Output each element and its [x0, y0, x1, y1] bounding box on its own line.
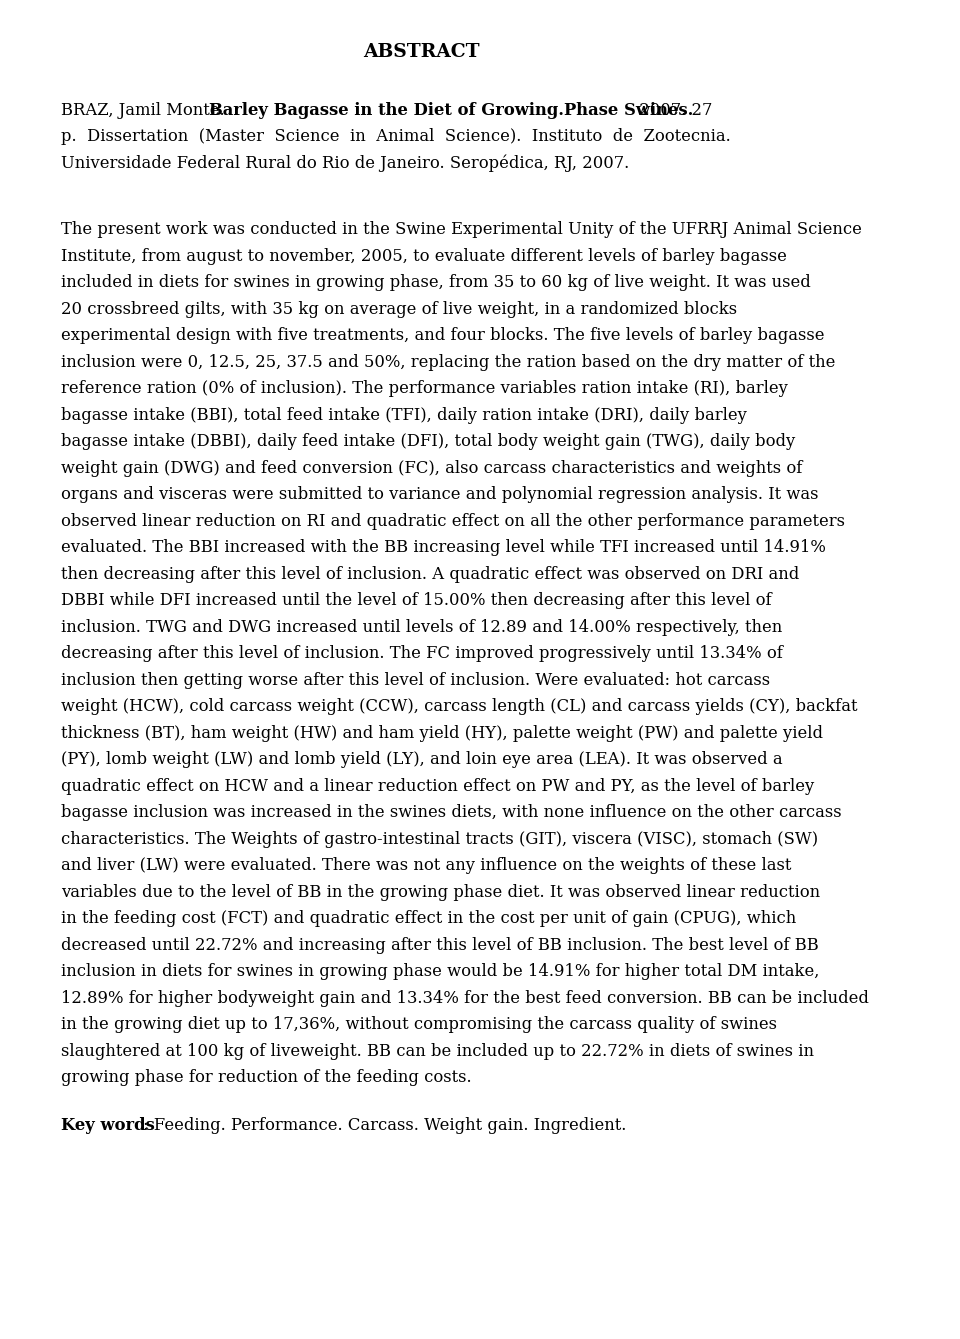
Text: evaluated. The BBI increased with the BB increasing level while TFI increased un: evaluated. The BBI increased with the BB…: [60, 540, 826, 556]
Text: quadratic effect on HCW and a linear reduction effect on PW and PY, as the level: quadratic effect on HCW and a linear red…: [60, 778, 814, 795]
Text: 12.89% for higher bodyweight gain and 13.34% for the best feed conversion. BB ca: 12.89% for higher bodyweight gain and 13…: [60, 990, 869, 1007]
Text: weight (HCW), cold carcass weight (CCW), carcass length (CL) and carcass yields : weight (HCW), cold carcass weight (CCW),…: [60, 699, 857, 715]
Text: and liver (LW) were evaluated. There was not any influence on the weights of the: and liver (LW) were evaluated. There was…: [60, 857, 791, 874]
Text: decreasing after this level of inclusion. The FC improved progressively until 13: decreasing after this level of inclusion…: [60, 645, 782, 663]
Text: inclusion. TWG and DWG increased until levels of 12.89 and 14.00% respectively, : inclusion. TWG and DWG increased until l…: [60, 619, 781, 636]
Text: DBBI while DFI increased until the level of 15.00% then decreasing after this le: DBBI while DFI increased until the level…: [60, 592, 771, 609]
Text: slaughtered at 100 kg of liveweight. BB can be included up to 22.72% in diets of: slaughtered at 100 kg of liveweight. BB …: [60, 1043, 814, 1060]
Text: ABSTRACT: ABSTRACT: [363, 43, 480, 60]
Text: inclusion were 0, 12.5, 25, 37.5 and 50%, replacing the ration based on the dry : inclusion were 0, 12.5, 25, 37.5 and 50%…: [60, 353, 835, 371]
Text: in the growing diet up to 17,36%, without compromising the carcass quality of sw: in the growing diet up to 17,36%, withou…: [60, 1016, 777, 1034]
Text: included in diets for swines in growing phase, from 35 to 60 kg of live weight. : included in diets for swines in growing …: [60, 274, 810, 291]
Text: : Feeding. Performance. Carcass. Weight gain. Ingredient.: : Feeding. Performance. Carcass. Weight …: [143, 1117, 626, 1134]
Text: growing phase for reduction of the feeding costs.: growing phase for reduction of the feedi…: [60, 1070, 471, 1086]
Text: (PY), lomb weight (LW) and lomb yield (LY), and loin eye area (LEA). It was obse: (PY), lomb weight (LW) and lomb yield (L…: [60, 751, 782, 769]
Text: characteristics. The Weights of gastro-intestinal tracts (GIT), viscera (VISC), : characteristics. The Weights of gastro-i…: [60, 832, 818, 848]
Text: inclusion in diets for swines in growing phase would be 14.91% for higher total : inclusion in diets for swines in growing…: [60, 964, 819, 980]
Text: BRAZ, Jamil Monte.: BRAZ, Jamil Monte.: [60, 102, 229, 119]
Text: inclusion then getting worse after this level of inclusion. Were evaluated: hot : inclusion then getting worse after this …: [60, 672, 770, 688]
Text: decreased until 22.72% and increasing after this level of BB inclusion. The best: decreased until 22.72% and increasing af…: [60, 937, 819, 953]
Text: Barley Bagasse in the Diet of Growing.Phase Swines.: Barley Bagasse in the Diet of Growing.Ph…: [209, 102, 693, 119]
Text: thickness (BT), ham weight (HW) and ham yield (HY), palette weight (PW) and pale: thickness (BT), ham weight (HW) and ham …: [60, 724, 823, 742]
Text: bagasse inclusion was increased in the swines diets, with none influence on the : bagasse inclusion was increased in the s…: [60, 805, 841, 821]
Text: variables due to the level of BB in the growing phase diet. It was observed line: variables due to the level of BB in the …: [60, 884, 820, 901]
Text: p.  Dissertation  (Master  Science  in  Animal  Science).  Instituto  de  Zootec: p. Dissertation (Master Science in Anima…: [60, 129, 731, 145]
Text: 2007. 27: 2007. 27: [634, 102, 712, 119]
Text: Universidade Federal Rural do Rio de Janeiro. Seropédica, RJ, 2007.: Universidade Federal Rural do Rio de Jan…: [60, 155, 629, 173]
Text: experimental design with five treatments, and four blocks. The five levels of ba: experimental design with five treatments…: [60, 327, 825, 344]
Text: in the feeding cost (FCT) and quadratic effect in the cost per unit of gain (CPU: in the feeding cost (FCT) and quadratic …: [60, 911, 796, 928]
Text: The present work was conducted in the Swine Experimental Unity of the UFRRJ Anim: The present work was conducted in the Sw…: [60, 221, 861, 238]
Text: reference ration (0% of inclusion). The performance variables ration intake (RI): reference ration (0% of inclusion). The …: [60, 380, 787, 398]
Text: Key words: Key words: [60, 1117, 155, 1134]
Text: observed linear reduction on RI and quadratic effect on all the other performanc: observed linear reduction on RI and quad…: [60, 513, 845, 530]
Text: Institute, from august to november, 2005, to evaluate different levels of barley: Institute, from august to november, 2005…: [60, 248, 786, 265]
Text: bagasse intake (BBI), total feed intake (TFI), daily ration intake (DRI), daily : bagasse intake (BBI), total feed intake …: [60, 407, 747, 423]
Text: organs and visceras were submitted to variance and polynomial regression analysi: organs and visceras were submitted to va…: [60, 486, 818, 503]
Text: 20 crossbreed gilts, with 35 kg on average of live weight, in a randomized block: 20 crossbreed gilts, with 35 kg on avera…: [60, 301, 736, 317]
Text: bagasse intake (DBBI), daily feed intake (DFI), total body weight gain (TWG), da: bagasse intake (DBBI), daily feed intake…: [60, 434, 795, 450]
Text: then decreasing after this level of inclusion. A quadratic effect was observed o: then decreasing after this level of incl…: [60, 566, 799, 582]
Text: weight gain (DWG) and feed conversion (FC), also carcass characteristics and wei: weight gain (DWG) and feed conversion (F…: [60, 459, 802, 477]
